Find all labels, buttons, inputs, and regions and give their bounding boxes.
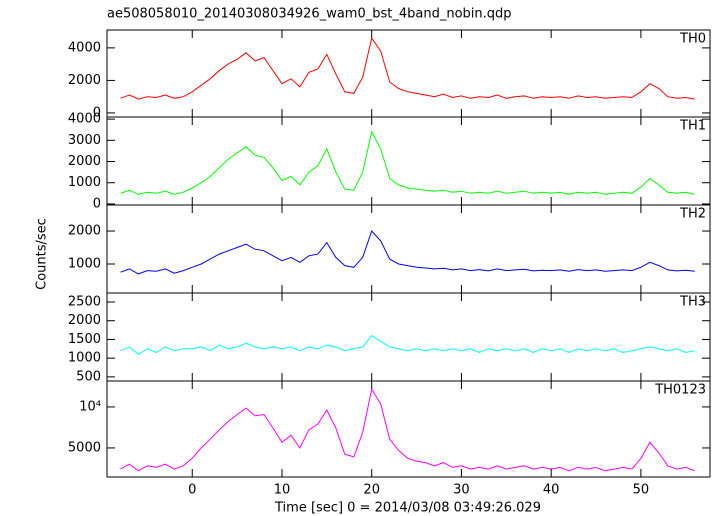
x-tick-label: 40: [543, 483, 560, 498]
y-tick-label: 2500: [68, 294, 101, 309]
panel-frame: [106, 292, 711, 382]
panel-frame: [106, 29, 711, 118]
panel-label: TH0123: [654, 383, 706, 398]
x-tick-label: 0: [188, 483, 196, 498]
light-curve: [120, 130, 695, 195]
y-tick-label: 0: [93, 196, 101, 211]
y-tick-label: 0: [93, 105, 101, 120]
y-tick-label: 1000: [68, 175, 101, 190]
y-tick-label: 500: [76, 369, 101, 384]
y-tick-label: 2000: [68, 154, 101, 169]
y-tick-label: 4000: [68, 40, 101, 55]
light-curve: [120, 230, 695, 275]
panel-frame: [106, 116, 711, 206]
x-tick-label: 50: [633, 483, 650, 498]
x-tick-label: 10: [274, 483, 291, 498]
y-tick-label: 2000: [68, 224, 101, 239]
chart-title: ae508058010_20140308034926_wam0_bst_4ban…: [107, 7, 512, 22]
y-tick-label: 4000: [68, 112, 101, 127]
y-tick-label: 5000: [68, 440, 101, 455]
x-axis-label: Time [sec] 0 = 2014/03/08 03:49:26.029: [274, 501, 541, 516]
light-curve: [120, 36, 695, 100]
y-tick-label: 3000: [68, 133, 101, 148]
y-tick-label: 1000: [68, 256, 101, 271]
y-tick-label: 2000: [68, 313, 101, 328]
panel-frame: [106, 380, 711, 478]
light-curve: [120, 335, 695, 356]
y-tick-label: 10⁴: [79, 399, 101, 414]
light-curve: [120, 387, 695, 472]
y-tick-label: 1500: [68, 332, 101, 347]
panel-label: TH3: [679, 295, 706, 310]
panel-label: TH1: [679, 119, 706, 134]
x-tick-label: 30: [453, 483, 470, 498]
panel-label: TH2: [679, 207, 706, 222]
y-tick-label: 2000: [68, 73, 101, 88]
panel-frame: [106, 204, 711, 294]
panel-label: TH0: [679, 32, 706, 47]
x-tick-label: 20: [363, 483, 380, 498]
y-axis-label: Counts/sec: [35, 218, 50, 290]
y-tick-label: 1000: [68, 351, 101, 366]
